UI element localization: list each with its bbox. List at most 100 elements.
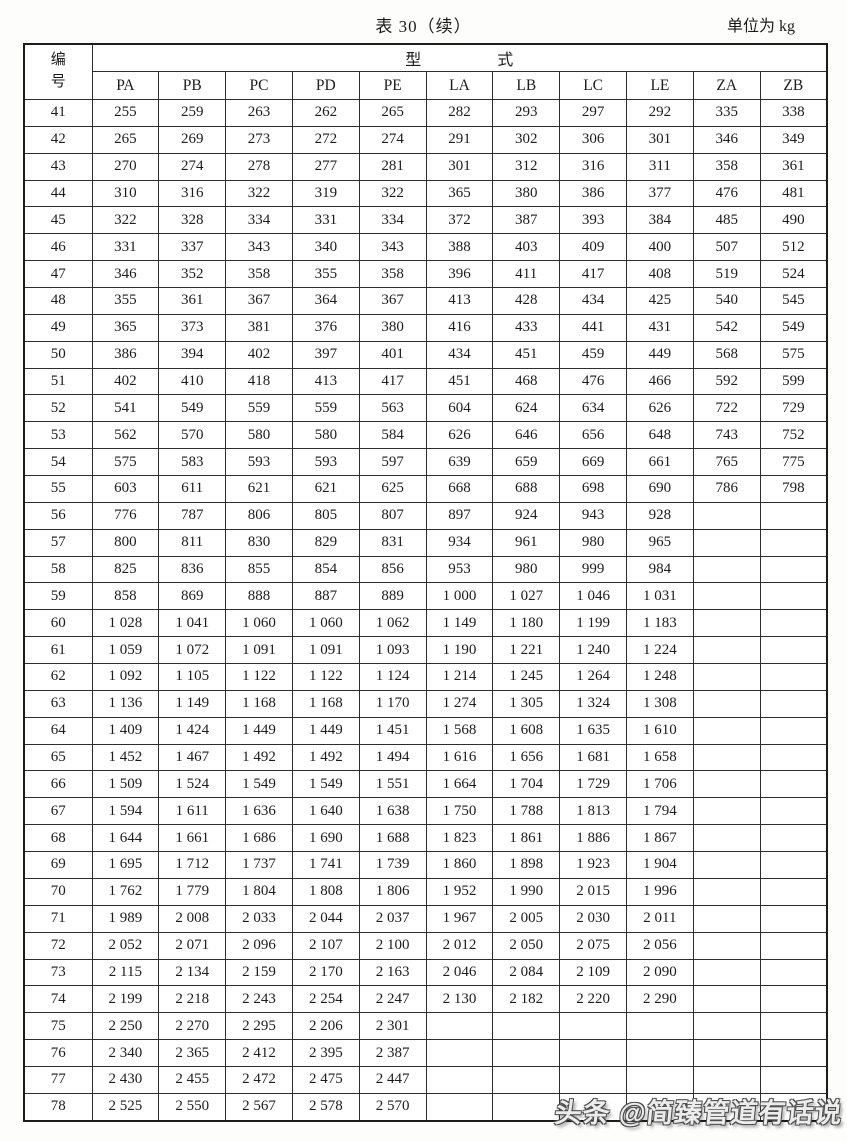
table-cell: 1 813 xyxy=(559,797,627,826)
table-cell xyxy=(692,663,761,691)
table-cell: 563 xyxy=(358,394,427,423)
table-cell: 965 xyxy=(626,528,694,557)
table-cell: 328 xyxy=(158,206,227,235)
table-cell: 2 109 xyxy=(559,958,627,987)
table-cell xyxy=(425,1039,494,1067)
table-row: 72 2 052 2 071 2 096 2 107 2 100 2 012 2 050 2 0… xyxy=(23,931,828,960)
table-cell: 2 096 xyxy=(225,931,293,960)
table-cell: 476 xyxy=(559,367,627,396)
table-cell xyxy=(692,501,761,530)
row-id-cell: 69 xyxy=(23,851,93,879)
table-cell: 365 xyxy=(91,313,160,342)
table-cell: 282 xyxy=(425,99,494,127)
table-cell: 408 xyxy=(626,260,694,289)
table-cell xyxy=(759,1012,828,1041)
table-cell: 262 xyxy=(291,99,360,127)
table-cell: 943 xyxy=(559,501,627,530)
table-cell: 1 059 xyxy=(91,636,160,665)
table-cell: 2 365 xyxy=(158,1039,227,1067)
row-id-cell: 66 xyxy=(23,770,93,799)
table-cell: 343 xyxy=(225,233,293,262)
table-cell: 1 806 xyxy=(358,877,427,906)
table-cell xyxy=(759,1039,828,1067)
table-cell: 2 290 xyxy=(626,985,694,1014)
table-cell: 2 301 xyxy=(358,1012,427,1041)
table-cell: 413 xyxy=(425,287,494,315)
table-cell: 961 xyxy=(492,528,561,557)
table-cell: 355 xyxy=(91,287,160,315)
table-cell: 1 136 xyxy=(91,689,160,718)
table-cell: 1 305 xyxy=(492,689,561,718)
table-cell xyxy=(626,1092,694,1122)
table-cell xyxy=(692,770,761,799)
table-row: 56 776 787 806 805 807 897 924 943 928 xyxy=(23,501,828,530)
table-cell: 626 xyxy=(626,394,694,423)
table-cell xyxy=(626,1039,694,1067)
table-cell: 2 550 xyxy=(158,1092,227,1122)
table-cell: 334 xyxy=(225,206,293,235)
table-cell: 1 041 xyxy=(158,609,227,638)
table-row: 61 1 059 1 072 1 091 1 091 1 093 1 190 1 221 1 2… xyxy=(23,636,828,665)
table-cell: 1 091 xyxy=(225,636,293,665)
table-cell xyxy=(692,636,761,665)
row-id-cell: 57 xyxy=(23,528,93,557)
table-cell: 1 658 xyxy=(626,743,694,772)
table-row: 44 310 316 322 319 322 365 380 386 377 476 481 xyxy=(23,179,828,208)
table-cell xyxy=(692,716,761,745)
table-cell: 1 509 xyxy=(91,770,160,799)
table-cell: 396 xyxy=(425,260,494,289)
table-cell: 570 xyxy=(158,421,227,450)
table-row: 75 2 250 2 270 2 295 2 206 2 301 xyxy=(23,1012,828,1041)
table-cell: 604 xyxy=(425,394,494,423)
table-cell: 451 xyxy=(492,340,561,369)
table-cell: 481 xyxy=(759,179,828,208)
row-id-cell: 74 xyxy=(23,985,93,1014)
table-cell: 800 xyxy=(91,528,160,557)
table-cell: 466 xyxy=(626,367,694,396)
table-cell: 319 xyxy=(291,179,360,208)
table-cell: 1 686 xyxy=(225,824,293,853)
table-cell: 603 xyxy=(91,475,160,503)
table-cell: 428 xyxy=(492,287,561,315)
table-cell: 265 xyxy=(358,99,427,127)
table-cell: 621 xyxy=(291,475,360,503)
table-cell: 1 245 xyxy=(492,663,561,691)
table-cell: 431 xyxy=(626,313,694,342)
table-cell: 690 xyxy=(626,475,694,503)
table-cell: 1 823 xyxy=(425,824,494,853)
table-cell xyxy=(692,609,761,638)
table-cell: 2 011 xyxy=(626,904,694,933)
table-cell: 411 xyxy=(492,260,561,289)
table-cell: 621 xyxy=(225,475,293,503)
table-cell: 580 xyxy=(225,421,293,450)
table-cell: 416 xyxy=(425,313,494,342)
table-cell: 274 xyxy=(158,152,227,181)
table-row: 45 322 328 334 331 334 372 387 393 384 485 490 xyxy=(23,206,828,235)
row-id-cell: 71 xyxy=(23,904,93,933)
table-cell: 583 xyxy=(158,448,227,477)
table-cell: 1 449 xyxy=(225,716,293,745)
table-cell: 545 xyxy=(759,287,828,315)
table-cell: 2 005 xyxy=(492,904,561,933)
row-id-cell: 64 xyxy=(23,716,93,745)
table-cell: 562 xyxy=(91,421,160,450)
table-row: 76 2 340 2 365 2 412 2 395 2 387 xyxy=(23,1039,828,1067)
table-cell: 1 124 xyxy=(358,663,427,691)
table-cell: 1 681 xyxy=(559,743,627,772)
table-cell: 661 xyxy=(626,448,694,477)
row-id-cell: 75 xyxy=(23,1012,93,1041)
table-cell: 1 492 xyxy=(291,743,360,772)
table-row: 59 858 869 888 887 889 1 000 1 027 1 046 1 031 xyxy=(23,582,828,611)
table-cell: 417 xyxy=(559,260,627,289)
table-cell: 2 050 xyxy=(492,931,561,960)
table-cell: 831 xyxy=(358,528,427,557)
table-cell: 358 xyxy=(358,260,427,289)
table-cell xyxy=(692,1039,761,1067)
table-cell xyxy=(692,797,761,826)
row-id-cell: 58 xyxy=(23,555,93,584)
table-cell: 1 750 xyxy=(425,797,494,826)
table-cell: 346 xyxy=(692,125,761,154)
table-cell xyxy=(626,1012,694,1041)
table-cell: 1 168 xyxy=(225,689,293,718)
table-cell: 2 100 xyxy=(358,931,427,960)
